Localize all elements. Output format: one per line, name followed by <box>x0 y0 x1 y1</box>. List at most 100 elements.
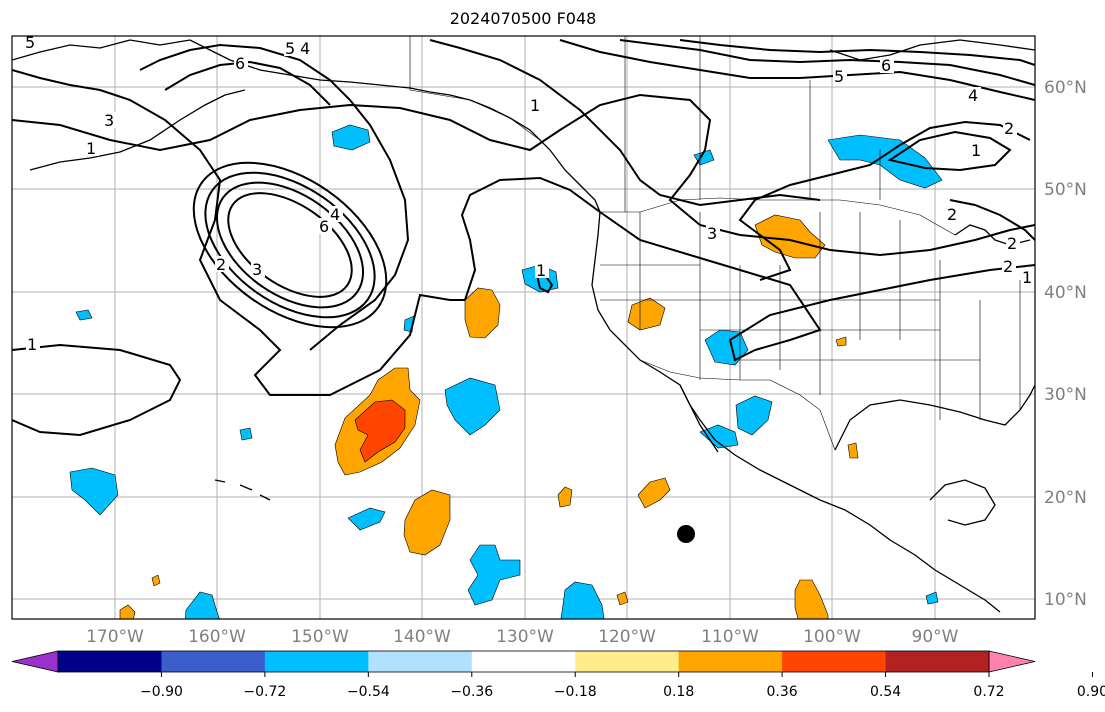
contour-label: 1 <box>27 335 37 354</box>
colorbar-outline <box>57 650 990 673</box>
colorbar-segment <box>368 651 473 672</box>
longitude-labels: 170°W 160°W 150°W 140°W 130°W 120°W 110°… <box>86 627 959 647</box>
contour-line <box>949 199 1035 241</box>
contour-label: 2 <box>216 255 226 274</box>
contour-line <box>12 69 465 396</box>
contour-label: 1 <box>1022 268 1032 287</box>
lat-label: 50°N <box>1044 180 1087 200</box>
blue-patch <box>347 507 386 531</box>
contour-label: 2 <box>1004 119 1014 138</box>
political-borders <box>409 36 1021 451</box>
orange-patch <box>835 336 847 347</box>
blue-patch <box>827 134 943 189</box>
orange-patch <box>557 486 573 508</box>
blue-patch <box>699 424 739 449</box>
us-mexico-border <box>639 359 836 451</box>
contour-line <box>164 60 331 106</box>
colorbar-segment <box>264 651 369 672</box>
lon-label: 90°W <box>912 627 959 647</box>
contour-label: 3 <box>104 111 114 130</box>
contour-label: 3 <box>707 224 717 243</box>
contour-ring <box>227 192 353 298</box>
lon-label: 140°W <box>393 627 451 647</box>
alaska-coast <box>12 39 601 213</box>
blue-patch <box>735 395 773 436</box>
colorbar-tick-label: 0.36 <box>767 684 798 700</box>
blue-patch <box>467 544 521 606</box>
contour-line <box>619 39 1035 86</box>
map-title: 2024070500 F048 <box>449 9 597 28</box>
contour-label: 3 <box>252 260 262 279</box>
blue-patch <box>239 427 253 441</box>
colorbar-extend-high <box>988 650 1036 673</box>
contour-label: 6 <box>881 56 891 75</box>
colorbar-tick-label: −0.72 <box>243 684 286 700</box>
us-west-coast <box>591 211 1001 613</box>
contour-lines <box>12 39 1035 437</box>
blue-patch <box>75 309 93 321</box>
lon-label: 100°W <box>803 627 861 647</box>
map-background <box>12 36 1035 619</box>
lat-label: 60°N <box>1044 78 1087 98</box>
lat-label: 20°N <box>1044 488 1087 508</box>
lon-label: 130°W <box>496 627 554 647</box>
blue-patch <box>560 581 605 619</box>
orange-patch <box>794 579 829 619</box>
colorbar-tick-label: −0.36 <box>450 684 493 700</box>
red-patch <box>354 399 406 463</box>
orange-patch <box>464 287 501 339</box>
shaded-anomaly-fields <box>69 124 943 619</box>
blue-patch <box>925 591 939 605</box>
contour-label: 6 <box>319 217 329 236</box>
blue-patch <box>331 124 371 151</box>
orange-patch <box>847 442 859 459</box>
contour-line <box>12 343 182 437</box>
lat-label: 40°N <box>1044 283 1087 303</box>
contour-line <box>12 93 1035 257</box>
us-canada-border <box>600 197 956 236</box>
colorbar: −0.90 −0.72 −0.54 −0.36 −0.18 0.18 0.36 0.54 0.7… <box>11 650 1105 700</box>
colorbar-tick-label: 0.72 <box>973 684 1004 700</box>
yucatan-coast <box>929 479 996 526</box>
contour-line <box>887 130 1012 172</box>
contour-ring <box>215 181 365 309</box>
colorbar-segments <box>11 650 1036 673</box>
gulf-of-mexico-coast <box>834 384 1035 451</box>
storm-center-marker <box>677 525 695 543</box>
contour-ring <box>204 171 376 319</box>
lat-label: 10°N <box>1044 590 1087 610</box>
colorbar-tick-label: 0.18 <box>663 684 694 700</box>
colorbar-segment <box>885 651 990 672</box>
canada-province-borders <box>624 36 881 212</box>
colorbar-tick-label: −0.90 <box>140 684 183 700</box>
blue-patch <box>444 377 501 436</box>
contour-label: 1 <box>971 141 981 160</box>
map-frame <box>11 35 1036 620</box>
contour-ring <box>192 161 388 329</box>
colorbar-ticks: −0.90 −0.72 −0.54 −0.36 −0.18 0.18 0.36 0.54 0.7… <box>140 672 1105 700</box>
lat-label: 30°N <box>1044 385 1087 405</box>
alaska-canada-border <box>409 36 541 141</box>
colorbar-segment <box>575 651 680 672</box>
contour-label: 4 <box>330 205 340 224</box>
contour-line <box>679 39 1035 66</box>
contour-label: 5 <box>834 67 844 86</box>
contour-label: 4 <box>968 86 978 105</box>
colorbar-tick-label: −0.54 <box>347 684 390 700</box>
colorbar-tick-label: −0.18 <box>554 684 597 700</box>
contour-label: 1 <box>86 139 96 158</box>
colorbar-segment <box>471 651 576 672</box>
colorbar-segment <box>161 651 266 672</box>
colorbar-tick-label: 0.54 <box>870 684 901 700</box>
orange-patch <box>637 477 671 509</box>
contour-line <box>429 39 821 207</box>
contour-line <box>559 39 1035 101</box>
aleutian-islands <box>29 89 246 171</box>
colorbar-extend-low <box>11 650 59 673</box>
contour-label: 5 <box>285 39 295 58</box>
latitude-labels: 60°N 50°N 40°N 30°N 20°N 10°N <box>1044 78 1087 610</box>
contour-label: 2 <box>947 205 957 224</box>
baja-peninsula <box>679 384 719 453</box>
orange-patch <box>151 574 161 587</box>
